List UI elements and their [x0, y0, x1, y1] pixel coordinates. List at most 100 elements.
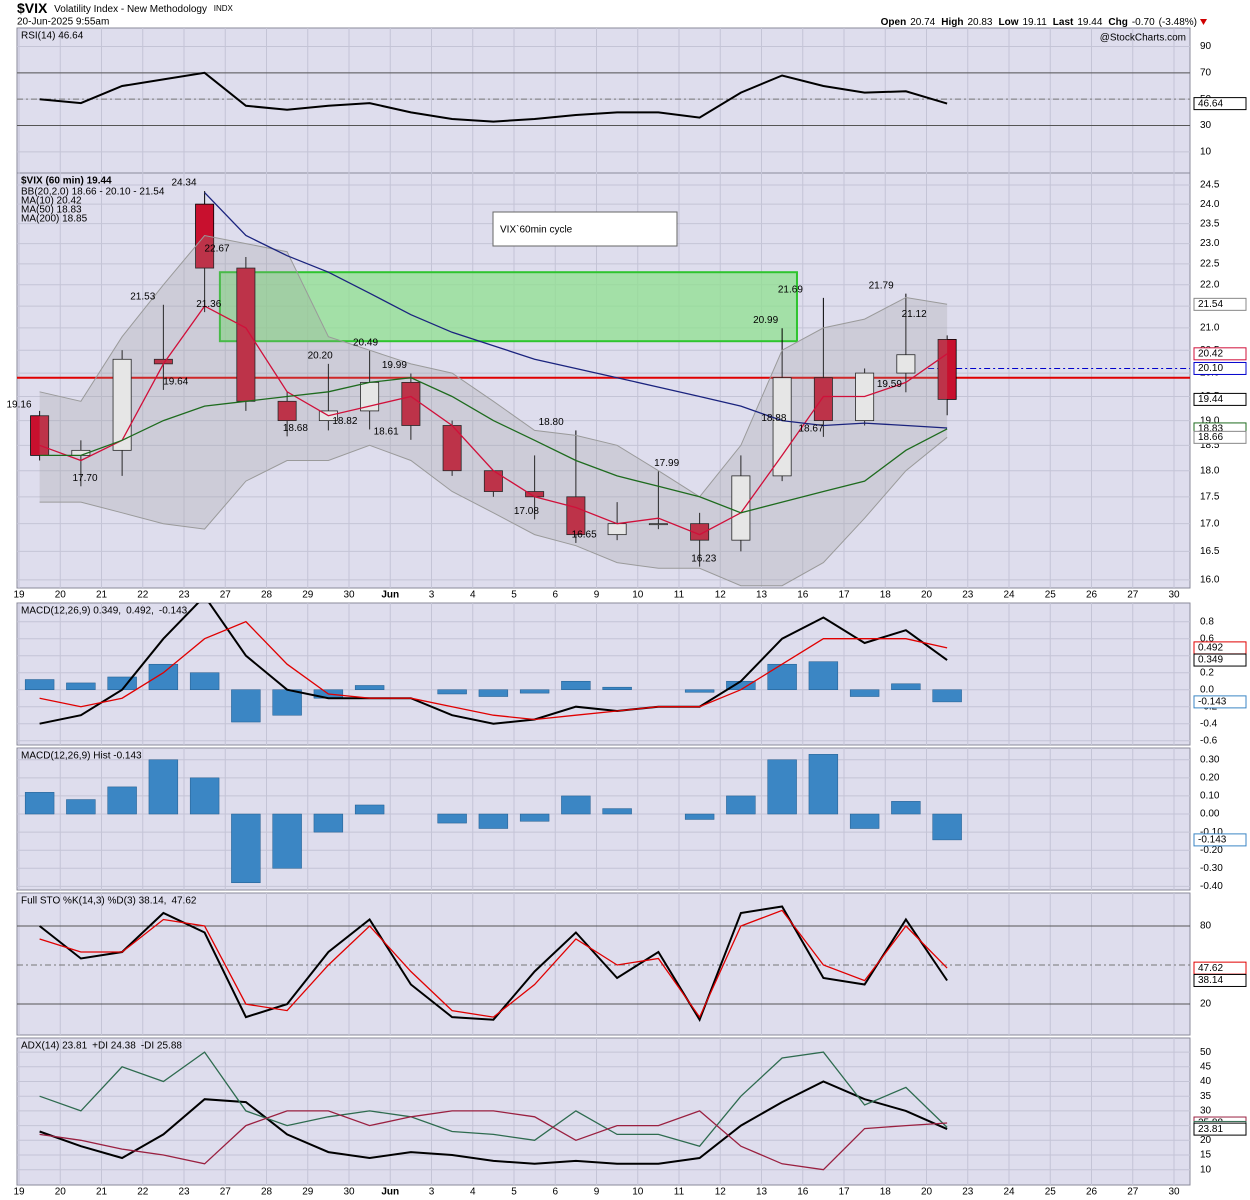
x-tick-label: 29: [302, 590, 314, 601]
x-tick-label: 23: [178, 590, 190, 601]
candle-body: [813, 377, 833, 422]
bar: [189, 777, 220, 815]
value-marker-label: -0.143: [1198, 697, 1227, 708]
x-tick-label: 17: [838, 590, 850, 601]
quote: Open 20.74 High 20.83 Low 19.11 Last 19.44 Chg -0…: [881, 17, 1197, 28]
quote-label: High: [941, 17, 963, 28]
price-label: 18.88: [761, 413, 786, 424]
quote-label: Last: [1053, 17, 1074, 28]
y-tick-label: 16.0: [1200, 574, 1220, 585]
value-marker-label: 19.44: [1198, 394, 1223, 405]
bar: [478, 813, 509, 829]
legend-entry: -DI 25.88: [141, 1041, 183, 1052]
x-tick-label: 26: [1086, 1187, 1098, 1198]
bar: [519, 813, 550, 822]
legend-entry: 47.62: [171, 896, 196, 907]
value-marker-label: 23.81: [1198, 1124, 1223, 1135]
price-label: 18.68: [283, 423, 308, 434]
bar: [891, 683, 921, 690]
bar: [519, 689, 550, 694]
x-tick-label: 22: [137, 590, 149, 601]
x-tick-label: 20: [921, 590, 933, 601]
x-tick-label: 11: [674, 1187, 685, 1198]
bar: [767, 663, 797, 690]
y-tick-label: 35: [1200, 1091, 1212, 1102]
y-tick-label: 21.0: [1200, 323, 1220, 334]
x-tick-label: 27: [220, 590, 232, 601]
panel: [17, 905, 1190, 1022]
bar: [354, 685, 385, 690]
band-upper: [39, 234, 948, 498]
line: [39, 1051, 948, 1147]
bar: [808, 661, 839, 690]
y-tick-label: 0.00: [1200, 809, 1220, 820]
value-marker: [1193, 695, 1247, 709]
panel: [17, 191, 1190, 587]
price-label: 19.99: [382, 360, 407, 371]
x-tick-label: 29: [302, 1187, 314, 1198]
value-marker: [1193, 430, 1247, 444]
x-tick-label: 23: [962, 590, 974, 601]
x-tick-label: 22: [137, 1187, 149, 1198]
labels: 10 30 50 70 90 46.64 RSI(14) 46.64 @StockCharts…: [6, 31, 1247, 1198]
candle-body: [401, 381, 421, 426]
zone: [218, 271, 798, 343]
bar: [24, 679, 55, 690]
candle-body: [937, 339, 957, 400]
quote-label: Low: [999, 17, 1019, 28]
y-tick-label: 18.0: [1200, 465, 1220, 476]
bar: [437, 813, 467, 824]
x-tick-label: 3: [429, 1187, 435, 1198]
y-tick-label: 30: [1200, 120, 1212, 131]
annotation-box: [492, 211, 678, 247]
y-tick-label: 24.0: [1200, 199, 1220, 210]
x-tick-label: 21: [96, 1187, 108, 1198]
line: [39, 305, 948, 536]
quote-label: Open: [881, 17, 907, 28]
bar: [437, 689, 467, 695]
legend-entry: MA(50) 18.83: [21, 205, 82, 216]
y-tick-label: 50: [1200, 1047, 1212, 1058]
value-marker-label: 21.54: [1198, 299, 1223, 310]
value-marker: [1193, 361, 1247, 375]
y-tick-label: 20: [1200, 1135, 1212, 1146]
x-tick-label: 25: [1045, 1187, 1057, 1198]
x-tick-label: 10: [632, 1187, 644, 1198]
y-tick-label: -0.20: [1200, 845, 1223, 856]
date: 20-Jun-2025 9:55am: [17, 17, 109, 28]
y-tick-label: 0.6: [1200, 633, 1214, 644]
symbol: $VIX: [17, 0, 48, 16]
value-marker: [1193, 653, 1247, 667]
x-tick-label: 4: [470, 590, 476, 601]
bar: [932, 813, 962, 841]
line: [39, 71, 948, 123]
value-marker: [1193, 97, 1247, 111]
watermark: @StockCharts.com: [1100, 33, 1186, 44]
x-tick-label: 16: [797, 1187, 809, 1198]
quote-value: 19.11: [1023, 17, 1048, 28]
data: [17, 71, 1190, 1171]
legend-entry: BB(20,2.0) 18.66 - 20.10 - 21.54: [21, 187, 165, 198]
value-marker: [1193, 833, 1247, 847]
bar: [808, 754, 839, 815]
quote-value: (-3.48%): [1159, 17, 1197, 28]
bar: [148, 759, 179, 815]
panel-background: [16, 27, 1191, 174]
value-marker: [1193, 297, 1247, 311]
panel-background: [16, 747, 1191, 891]
value-marker: [1193, 392, 1247, 406]
x-tick-label: 27: [1127, 590, 1139, 601]
x-tick-label: 5: [511, 590, 517, 601]
bar: [66, 682, 96, 690]
bar: [684, 813, 715, 820]
candle-body: [277, 400, 297, 422]
bar: [561, 795, 591, 815]
line: [39, 1110, 948, 1171]
x-tick-label: 11: [674, 590, 685, 601]
symbol-name: Volatility Index - New Methodology: [54, 4, 207, 15]
price-label: 18.61: [374, 426, 399, 437]
y-tick-label: 90: [1200, 41, 1212, 52]
price-label: 16.23: [691, 553, 716, 564]
exchange: INDX: [214, 4, 234, 13]
price-label: 19.64: [163, 377, 188, 388]
